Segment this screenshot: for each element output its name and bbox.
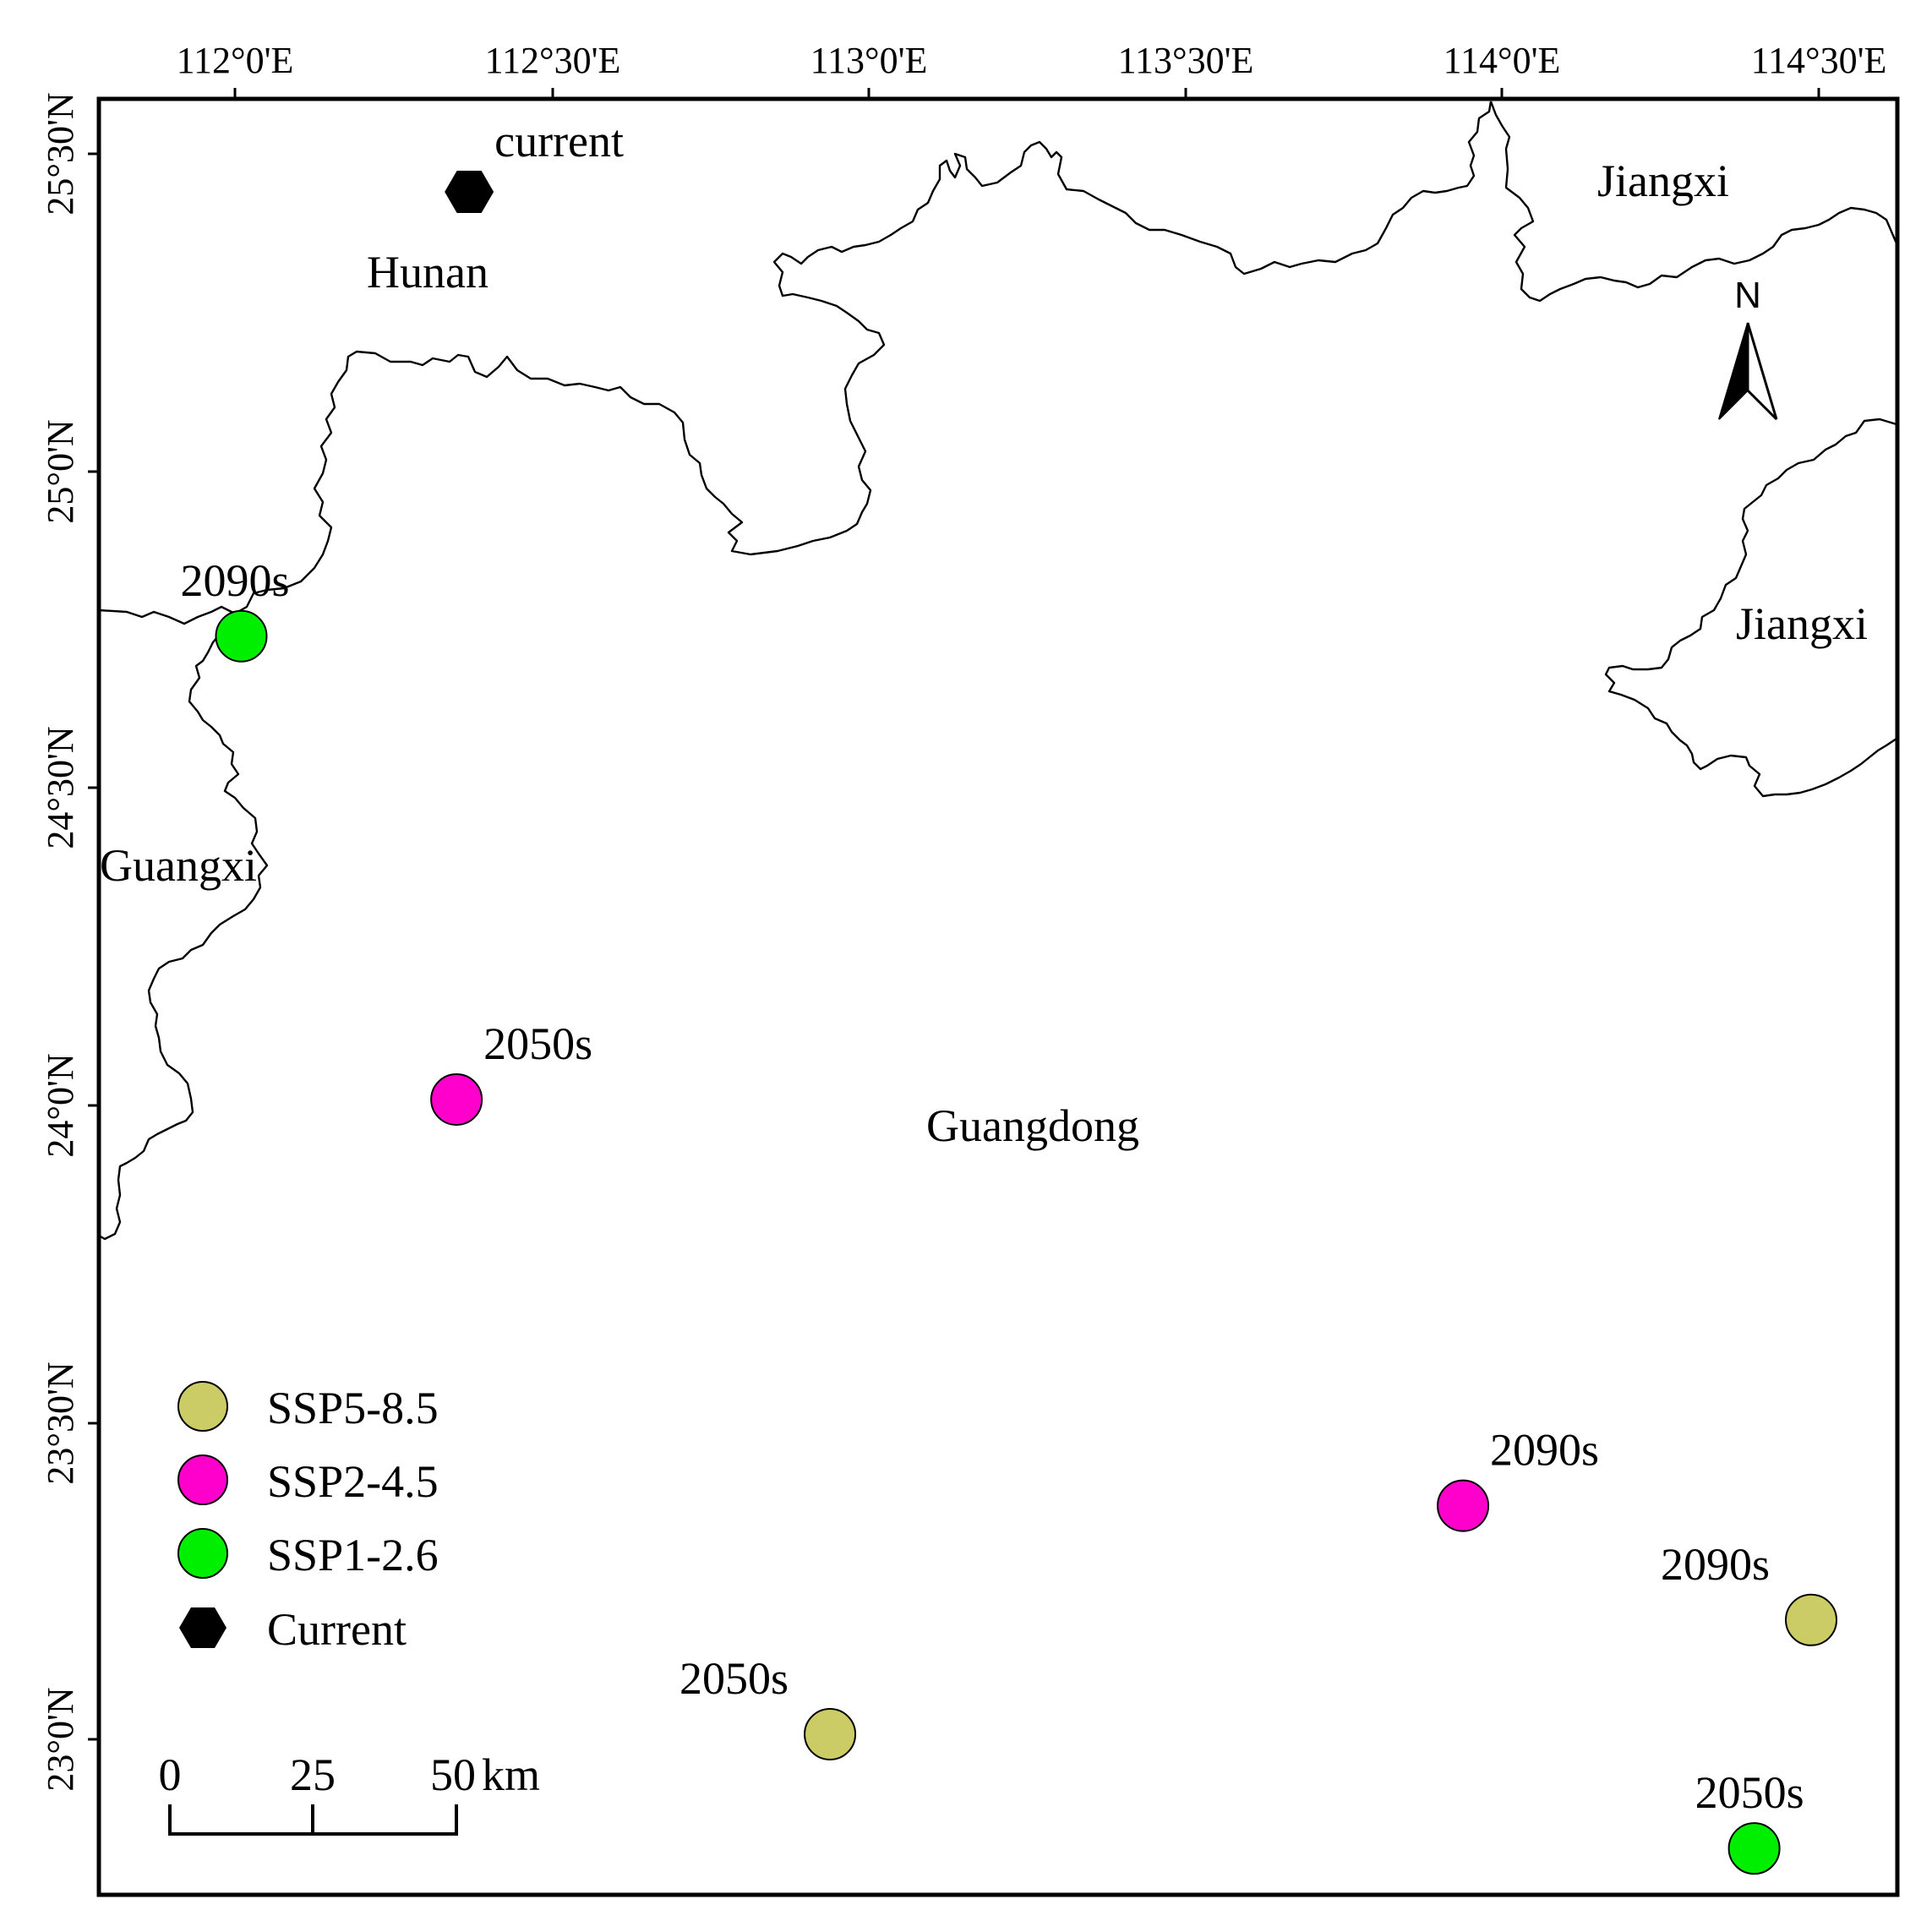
scale-tick-25: 25 [290,1749,336,1800]
province-labels: Hunan Jiangxi Jiangxi Guangxi Guangdong [100,156,1868,1151]
jiangxi-south-boundary [1604,418,1897,798]
map-point-marker [1437,1479,1490,1532]
map-point-marker [430,1072,483,1126]
lat-tick-label: 23°0'N [40,1687,81,1791]
lon-tick-label: 112°30'E [485,40,621,81]
map-point-label: 2050s [679,1653,789,1704]
lat-tick-label: 25°30'N [40,92,81,215]
scale-unit: km [482,1749,540,1800]
map-point-label: 2090s [180,555,289,606]
map-point-marker [804,1707,857,1760]
lat-tick-label: 24°0'N [40,1053,81,1157]
map-frame [96,96,1900,1897]
jiangxi-north-boundary [1489,101,1898,303]
guangxi-guangdong-boundary [98,611,269,1241]
map-point-label: 2090s [1490,1425,1599,1476]
province-label-jiangxi-north: Jiangxi [1597,156,1729,206]
legend-swatch-ssp126 [177,1528,228,1579]
legend-label-current: Current [267,1604,407,1655]
map-point-marker [215,609,268,663]
province-boundaries [98,101,1898,1241]
north-arrow-left-half [1718,322,1749,420]
north-arrow-label: N [1734,275,1761,316]
legend-swatch-ssp245 [177,1454,228,1505]
legend-label-ssp126: SSP1-2.6 [267,1530,439,1580]
points-layer: current 2090s 2050s 2090s 2050s 2090s 2050s [180,116,1838,1875]
scale-tick-50: 50 [430,1749,476,1800]
lat-tick-label: 23°30'N [40,1362,81,1484]
legend-swatch-ssp585 [177,1381,228,1432]
lat-tick-label: 24°30'N [40,726,81,849]
province-label-guangdong: Guangdong [926,1100,1139,1151]
map-point-marker [1727,1822,1781,1875]
map-point-label: current [494,116,624,166]
province-label-hunan: Hunan [367,247,488,297]
province-label-guangxi: Guangxi [100,840,257,891]
legend-label-ssp585: SSP5-8.5 [267,1383,439,1433]
map-point-label: 2050s [483,1018,592,1069]
map-point-marker [1785,1593,1838,1646]
left-axis: 25°30'N 25°0'N 24°30'N 24°0'N 23°30'N 23… [40,92,81,1791]
scale-tick-0: 0 [159,1749,182,1800]
map-point-label: 2050s [1695,1767,1804,1818]
lat-tick-label: 25°0'N [40,419,81,523]
top-axis: 112°0'E 112°30'E 113°0'E 113°30'E 114°0'… [177,40,1887,81]
map-point-marker [445,171,494,214]
north-arrow: N [1718,275,1778,421]
lon-tick-label: 112°0'E [177,40,294,81]
lon-tick-label: 113°30'E [1118,40,1254,81]
legend-swatch-current [179,1607,226,1648]
hunan-guangdong-boundary [98,101,1493,625]
scale-bar: 0 25 50 km [159,1749,540,1836]
lon-tick-label: 114°0'E [1444,40,1561,81]
legend-label-ssp245: SSP2-4.5 [267,1456,439,1507]
legend: SSP5-8.5 SSP2-4.5 SSP1-2.6 Current [177,1381,439,1655]
lon-tick-label: 113°0'E [810,40,928,81]
lon-tick-label: 114°30'E [1751,40,1887,81]
map-point-label: 2090s [1661,1539,1770,1590]
frame-ticks [88,88,1820,1741]
north-arrow-right-half [1746,322,1778,421]
province-label-jiangxi-south: Jiangxi [1736,598,1868,649]
